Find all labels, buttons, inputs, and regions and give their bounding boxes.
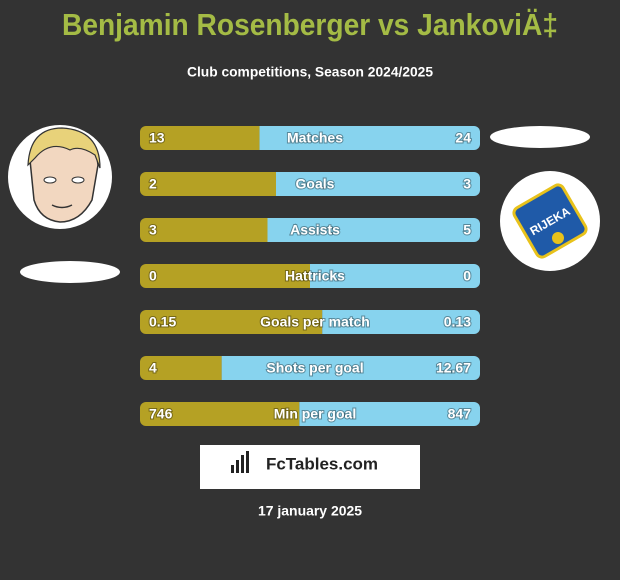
right-bar (322, 310, 480, 334)
stat-label: Hattricks (285, 268, 345, 284)
right-value: 5 (463, 222, 471, 238)
right-bar (310, 264, 480, 288)
stat-label: Min per goal (274, 406, 356, 422)
right-bar (276, 172, 480, 196)
right-value: 0 (463, 268, 471, 284)
left-value: 2 (149, 176, 157, 192)
stat-label: Goals (296, 176, 335, 192)
right-bar (267, 218, 480, 242)
left-value: 3 (149, 222, 157, 238)
left-value: 746 (149, 406, 173, 422)
right-value: 0.13 (444, 314, 471, 330)
right-value: 24 (455, 130, 471, 146)
brand-name: FcTables.com (266, 454, 378, 473)
left-value: 13 (149, 130, 165, 146)
right-value: 12.67 (436, 360, 471, 376)
left-bar (140, 172, 276, 196)
stat-label: Matches (287, 130, 343, 146)
right-value: 3 (463, 176, 471, 192)
right-value: 847 (448, 406, 472, 422)
stat-row (140, 356, 480, 380)
left-bar (140, 402, 300, 426)
stat-row (140, 218, 480, 242)
stat-row (140, 172, 480, 196)
stat-row (140, 264, 480, 288)
left-value: 0.15 (149, 314, 176, 330)
player-photo (8, 125, 112, 229)
stat-row (140, 402, 480, 426)
left-bar (140, 356, 222, 380)
stat-label: Assists (290, 222, 340, 238)
title: Benjamin Rosenberger vs JankoviÄ‡ (62, 7, 558, 42)
stat-label: Shots per goal (266, 360, 363, 376)
left-value: 4 (149, 360, 157, 376)
right-bar (299, 402, 480, 426)
placeholder-badge (490, 126, 590, 148)
left-bar (140, 264, 310, 288)
stat-row (140, 310, 480, 334)
left-bar (140, 218, 268, 242)
right-bar (259, 126, 480, 150)
stat-row (140, 126, 480, 150)
left-bar (140, 310, 323, 334)
date: 17 january 2025 (258, 503, 362, 519)
left-value: 0 (149, 268, 157, 284)
placeholder-badge (20, 261, 120, 283)
brand-icon (231, 451, 249, 473)
right-bar (221, 356, 480, 380)
subtitle: Club competitions, Season 2024/2025 (187, 64, 433, 80)
stat-label: Goals per match (260, 314, 370, 330)
club-logo: RIJEKA (500, 171, 600, 271)
left-bar (140, 126, 260, 150)
